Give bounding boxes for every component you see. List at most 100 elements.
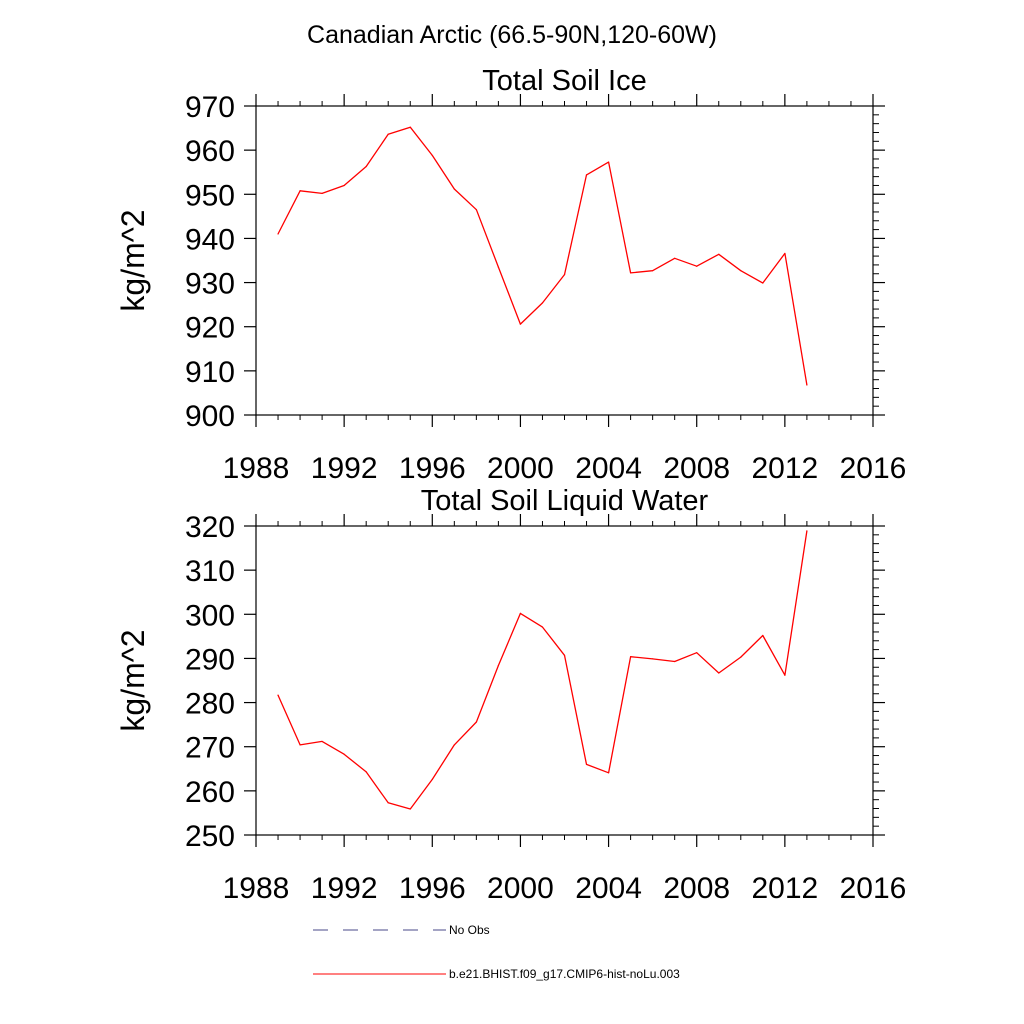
y-tick-label: 250 [185,820,235,853]
x-tick-label: 2000 [487,452,554,485]
chart-title: Total Soil Liquid Water [421,485,709,517]
x-tick-label: 2000 [487,872,554,905]
data-point [652,270,654,272]
chart-title: Total Soil Ice [482,65,646,97]
x-tick-label: 2016 [840,872,907,905]
data-point [497,266,499,268]
data-point [652,658,654,660]
data-point [299,744,301,746]
data-point [365,165,367,168]
data-point [541,302,544,304]
data-point [321,740,323,743]
data-point [674,660,676,663]
series-line-1 [277,530,808,810]
y-tick-label: 310 [185,555,235,588]
plot-frame [255,525,874,836]
data-point [607,772,610,774]
y-tick-label: 940 [185,223,235,256]
data-point [387,133,389,135]
plot-frame [255,105,874,416]
y-tick-label: 950 [185,179,235,212]
data-point [365,771,367,773]
data-point [475,721,477,723]
x-tick-label: 1992 [311,872,378,905]
data-point [740,270,742,272]
data-point [563,274,566,276]
data-point [585,763,588,765]
data-point [784,674,786,676]
data-point [431,154,433,157]
y-tick-label: 900 [185,400,235,433]
data-point [409,808,411,810]
data-point [607,161,610,163]
data-point [277,233,279,235]
data-point [519,612,522,615]
data-point [299,190,301,192]
data-point [718,253,720,255]
x-tick-label: 1988 [223,452,290,485]
data-point [806,384,808,386]
data-point [541,626,544,628]
data-point [762,634,764,637]
y-tick-label: 930 [185,268,235,301]
y-tick-label: 910 [185,356,235,389]
data-point [409,126,411,128]
chart-panel-1: Total Soil Ice kg/m^2 1988 1992 1996 2000 2004… [115,65,906,485]
legend-label: No Obs [449,923,490,937]
data-point [784,252,786,255]
x-tick-label: 2012 [751,872,818,905]
data-point [740,656,742,658]
y-tick-label: 260 [185,776,235,809]
y-tick-label: 320 [185,511,235,544]
legend-entry-2: b.e21.BHIST.f09_g17.CMIP6-hist-noLu.003 [313,967,680,981]
legend: No Obs b.e21.BHIST.f09_g17.CMIP6-hist-noL… [313,923,680,981]
x-tick-label: 2004 [575,452,642,485]
series-line-1 [277,126,808,386]
data-point [431,778,433,780]
legend-entry-1: No Obs [313,923,490,937]
data-point [343,753,345,755]
data-point [762,282,764,284]
y-tick-label: 920 [185,312,235,345]
x-tick-label: 1988 [223,872,290,905]
y-tick-label: 280 [185,688,235,721]
x-tick-label: 2012 [751,452,818,485]
data-point [806,530,808,532]
data-point [696,652,698,654]
data-point [453,188,455,190]
data-point [718,672,720,674]
x-tick-label: 1996 [399,872,466,905]
data-point [387,802,389,804]
legend-label: b.e21.BHIST.f09_g17.CMIP6-hist-noLu.003 [449,967,680,981]
y-tick-label: 290 [185,643,235,676]
data-point [630,272,632,274]
data-point [519,323,522,325]
y-tick-label: 270 [185,732,235,765]
data-point [277,694,279,696]
x-tick-label: 2004 [575,872,642,905]
data-point [696,265,698,267]
x-tick-label: 1992 [311,452,378,485]
data-point [585,174,588,176]
chart-panel-2: Total Soil Liquid Water kg/m^2 1988 1992 199… [115,485,906,905]
y-axis-label: kg/m^2 [115,629,151,731]
figure-suptitle: Canadian Arctic (66.5-90N,120-60W) [307,21,717,49]
data-point [563,654,566,656]
y-axis-label: kg/m^2 [115,209,151,311]
data-point [674,257,676,259]
data-point [453,744,455,746]
x-tick-label: 2008 [663,872,730,905]
y-tick-label: 970 [185,91,235,124]
x-tick-label: 2008 [663,452,730,485]
x-tick-label: 1996 [399,452,466,485]
data-point [630,656,632,658]
data-point [497,664,499,667]
data-point [475,209,477,211]
y-tick-label: 300 [185,599,235,632]
x-tick-label: 2016 [840,452,907,485]
data-point [321,192,323,195]
y-tick-label: 960 [185,135,235,168]
data-point [343,184,345,187]
